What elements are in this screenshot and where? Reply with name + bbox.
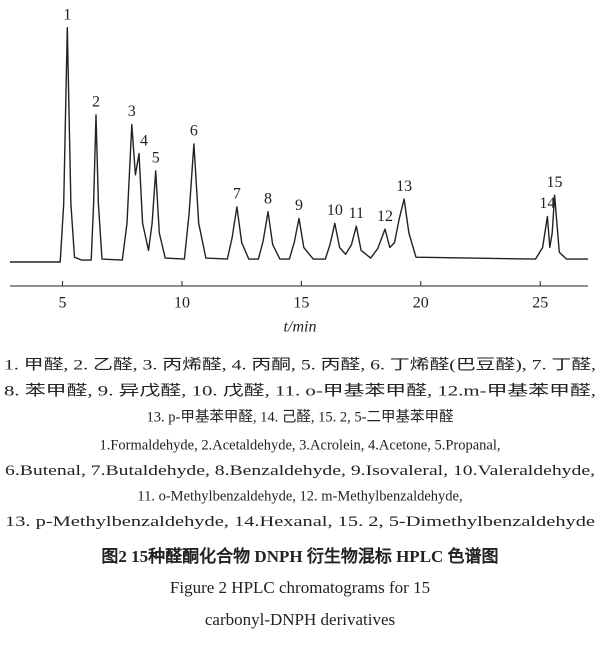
peak-label: 9: [295, 197, 303, 214]
peak-label: 5: [152, 150, 160, 167]
peak-label: 7: [233, 185, 241, 202]
peak-label: 2: [92, 94, 100, 111]
figure-title-en: Figure 2 HPLC chromatograms for 15: [170, 578, 430, 597]
x-tick-label: 25: [532, 295, 548, 312]
x-axis-label: t/min: [284, 319, 317, 336]
chromatogram-line: [10, 27, 588, 263]
peak-label: 11: [349, 205, 364, 222]
peak-label: 14: [539, 195, 555, 212]
peak-label: 6: [190, 123, 198, 140]
figure-title-en: carbonyl-DNPH derivatives: [205, 610, 395, 629]
caption-en-line: 6.Butenal, 7.Butaldehyde, 8.Benzaldehyde…: [5, 463, 595, 479]
x-tick-label: 20: [413, 295, 429, 312]
peak-label: 12: [377, 208, 393, 225]
peak-label: 3: [128, 103, 136, 120]
peak-label: 10: [327, 202, 343, 219]
caption-cn-line: 13. p-甲基苯甲醛, 14. 己醛, 15. 2, 5-二甲基苯甲醛: [147, 408, 454, 425]
x-tick-label: 10: [174, 295, 190, 312]
peak-label: 1: [63, 6, 71, 23]
x-tick-label: 5: [59, 295, 67, 312]
caption-cn-line: 1. 甲醛, 2. 乙醛, 3. 丙烯醛, 4. 丙酮, 5. 丙醛, 6. 丁…: [4, 356, 596, 373]
caption-en-line: 13. p-Methylbenzaldehyde, 14.Hexanal, 15…: [5, 514, 595, 530]
caption-en-line: 1.Formaldehyde, 2.Acetaldehyde, 3.Acrole…: [99, 437, 500, 453]
x-tick-label: 15: [293, 295, 309, 312]
peak-label: 8: [264, 190, 272, 207]
caption-cn-line: 8. 苯甲醛, 9. 异戊醛, 10. 戊醛, 11. o-甲基苯甲醛, 12.…: [4, 382, 596, 399]
peak-label: 4: [140, 132, 148, 149]
figure-title-cn: 图2 15种醛酮化合物 DNPH 衍生物混标 HPLC 色谱图: [101, 546, 498, 566]
peak-label: 15: [547, 174, 563, 191]
caption-en-line: 11. o-Methylbenzaldehyde, 12. m-Methylbe…: [137, 488, 462, 504]
peak-label: 13: [396, 178, 412, 195]
